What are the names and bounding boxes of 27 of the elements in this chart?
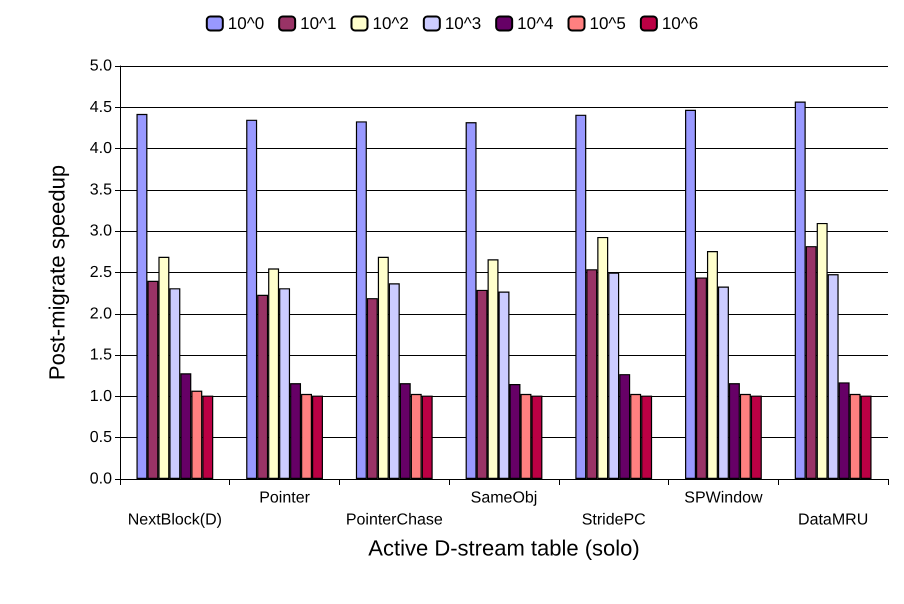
y-tick-label: 1.0 <box>90 388 112 405</box>
x-tick-label: Pointer <box>259 490 311 506</box>
x-tick-label: PointerChase <box>346 512 443 528</box>
legend-label: 10^2 <box>372 14 409 33</box>
y-tick-label: 4.0 <box>90 140 112 158</box>
y-tick-label: 4.5 <box>90 98 112 116</box>
legend-label: 10^0 <box>228 14 264 33</box>
y-tick-label: 0.5 <box>90 429 112 446</box>
y-tick-label: 1.5 <box>90 346 112 364</box>
x-tick-label: SameObj <box>470 490 538 506</box>
y-tick-label: 2.0 <box>90 305 112 322</box>
y-tick-label: 0.0 <box>90 470 112 488</box>
legend-label: 10^3 <box>444 14 482 33</box>
y-tick-label: 3.5 <box>90 181 112 198</box>
x-axis-title: Active D-stream table (solo) <box>368 536 640 560</box>
x-tick-label: NextBlock(D) <box>128 512 222 528</box>
y-tick-label: 2.5 <box>90 264 112 281</box>
legend-label: 10^6 <box>662 14 698 33</box>
x-tick-label: StridePC <box>582 512 646 528</box>
legend-label: 10^1 <box>300 14 336 33</box>
legend-label: 10^5 <box>590 14 626 33</box>
y-axis-title: Post-migrate speedup <box>44 164 70 380</box>
legend-label: 10^4 <box>517 14 554 33</box>
x-tick-label: SPWindow <box>684 490 763 506</box>
x-tick-label: DataMRU <box>798 512 868 528</box>
y-tick-label: 3.0 <box>90 222 112 240</box>
y-tick-label: 5.0 <box>90 58 112 74</box>
